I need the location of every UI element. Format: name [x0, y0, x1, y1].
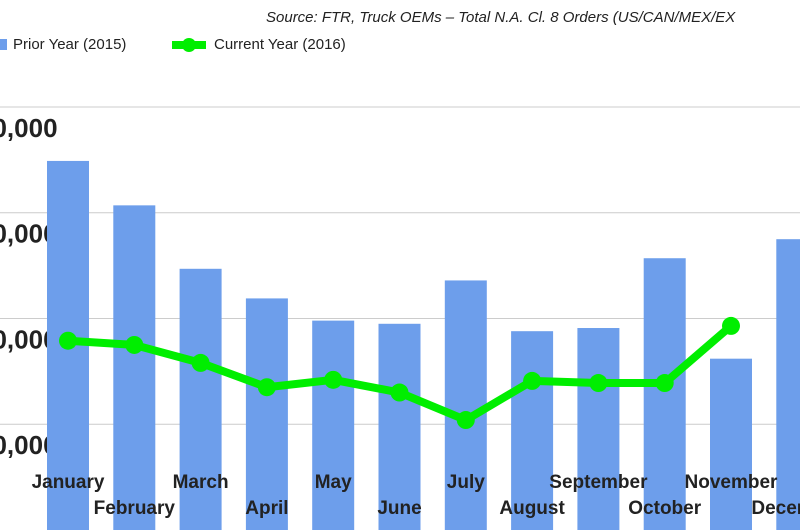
legend-swatch — [182, 38, 196, 52]
point — [722, 316, 740, 335]
bar — [113, 205, 156, 530]
point — [655, 374, 674, 393]
bar — [444, 280, 487, 530]
bar — [312, 320, 355, 530]
point — [523, 371, 542, 390]
x-tick-label: June — [377, 498, 421, 519]
source-note: Source: FTR, Truck OEMs – Total N.A. Cl.… — [266, 9, 736, 26]
x-tick-label: August — [499, 498, 565, 519]
x-tick-label: December — [751, 498, 800, 519]
x-tick-label: September — [549, 472, 648, 493]
legend: Prior Year (2015) Current Year (2016) — [0, 36, 346, 53]
bar — [776, 239, 800, 530]
bar — [643, 258, 686, 530]
point — [324, 370, 343, 389]
bar — [710, 358, 752, 530]
x-tick-label: May — [315, 472, 352, 493]
point — [125, 335, 144, 354]
legend-swatch — [0, 39, 7, 50]
point — [191, 353, 210, 372]
x-tick-label: October — [628, 498, 701, 519]
bar — [511, 331, 554, 530]
point — [257, 378, 276, 397]
point — [456, 411, 475, 430]
bar — [179, 268, 222, 530]
x-tick-label: March — [173, 472, 229, 493]
x-tick-label: July — [447, 472, 485, 493]
y-tick-label: 40,000 — [0, 113, 58, 143]
bar — [245, 298, 288, 530]
x-tick-label: November — [685, 472, 779, 493]
x-tick-label: February — [94, 498, 176, 519]
legend-label: Prior Year (2015) — [13, 36, 126, 53]
bar — [378, 323, 421, 530]
legend-label: Current Year (2016) — [214, 36, 346, 53]
x-tick-label: April — [245, 498, 288, 519]
point — [59, 331, 77, 350]
bar — [577, 328, 620, 530]
point — [589, 374, 608, 393]
x-tick-label: January — [32, 472, 105, 493]
point — [390, 383, 409, 402]
